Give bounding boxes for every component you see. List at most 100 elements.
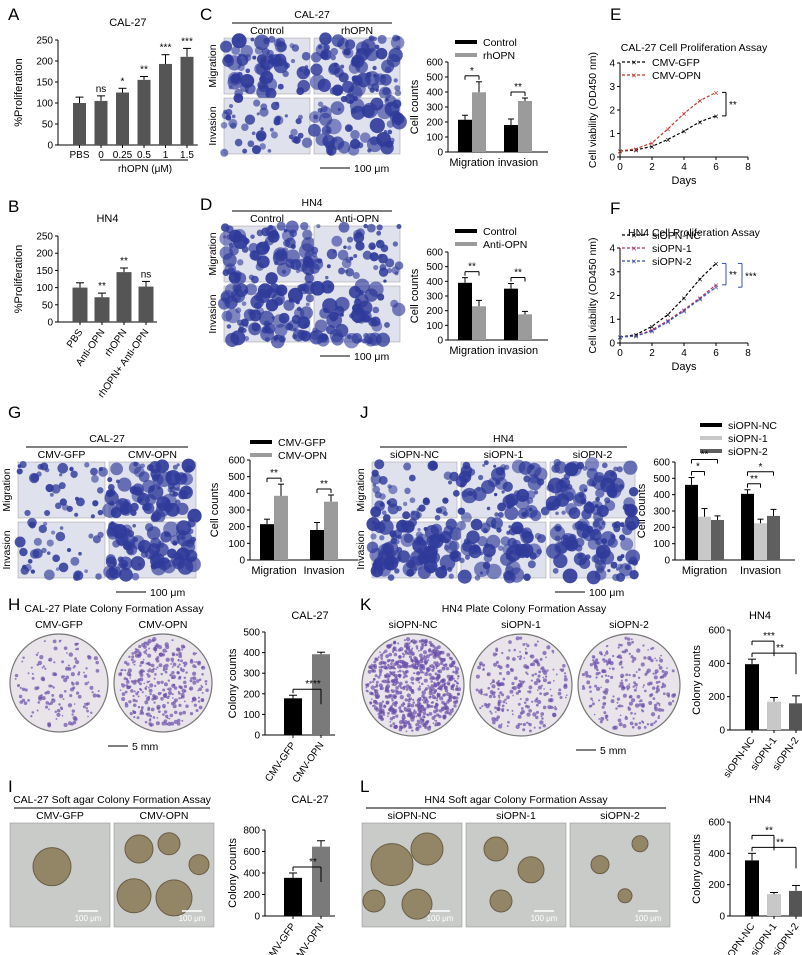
- colony-dot: [365, 686, 368, 689]
- image-title-I: CAL-27 Soft agar Colony Formation Assay: [13, 794, 212, 806]
- colony-dot: [594, 660, 598, 665]
- stained-cell: [536, 548, 542, 555]
- colony-dot: [432, 667, 436, 670]
- colony-dot: [495, 711, 497, 713]
- colony-dot: [543, 670, 548, 675]
- stained-cell: [162, 557, 170, 565]
- colony-dot: [31, 676, 35, 680]
- colony-dot: [432, 691, 436, 695]
- bar-A-2: [116, 92, 129, 145]
- colony-dot: [180, 644, 185, 649]
- colony-dot: [658, 704, 661, 707]
- stained-cell: [234, 138, 243, 147]
- colony-dot: [410, 648, 413, 651]
- data-point-F: ×: [617, 333, 622, 343]
- colony-dot: [142, 658, 145, 661]
- colony-dot: [494, 717, 499, 722]
- colony-dot: [512, 694, 514, 697]
- colony-dot: [124, 660, 128, 665]
- stained-cell: [265, 298, 279, 312]
- colony-dot: [653, 703, 658, 708]
- colony-dot: [400, 686, 403, 690]
- stained-cell: [122, 541, 133, 551]
- colony-dot: [157, 710, 161, 714]
- stained-cell: [290, 59, 296, 64]
- stained-cell: [396, 122, 401, 126]
- y-tick-label-G: 200: [228, 522, 245, 533]
- stained-cell: [181, 458, 196, 473]
- colony-dot: [615, 707, 618, 710]
- stained-cell: [394, 568, 400, 574]
- colony-dot: [402, 724, 407, 729]
- colony-dot: [603, 654, 606, 657]
- stained-cell: [628, 559, 633, 565]
- colony-dot: [595, 676, 598, 679]
- colony-dot: [433, 661, 437, 665]
- stained-cell: [361, 338, 368, 344]
- colony-dot: [637, 668, 641, 671]
- colony-spheroid: [370, 843, 414, 887]
- stained-cell: [151, 511, 162, 522]
- colony-dot: [150, 663, 155, 668]
- colony-dot: [197, 696, 201, 699]
- image-col-label-I: CMV-GFP: [36, 810, 84, 822]
- bar-A-0: [73, 103, 86, 145]
- colony-dot: [391, 699, 394, 702]
- image-col-label-D: Control: [250, 213, 284, 225]
- colony-dot: [386, 644, 392, 649]
- colony-dot: [589, 663, 593, 667]
- colony-dot: [30, 715, 33, 718]
- colony-dot: [488, 694, 493, 699]
- colony-dot: [422, 723, 427, 728]
- colony-dot: [62, 698, 65, 701]
- colony-dot: [631, 725, 635, 729]
- stained-cell: [490, 517, 503, 530]
- y-axis-label-L: Colony counts: [691, 834, 703, 904]
- stained-cell: [320, 105, 328, 113]
- stained-cell: [379, 493, 386, 500]
- colony-dot: [52, 672, 57, 677]
- colony-dot: [621, 650, 625, 654]
- stained-cell: [268, 224, 274, 230]
- stained-cell: [128, 461, 142, 474]
- stained-cell: [624, 503, 638, 518]
- colony-dot: [398, 706, 402, 710]
- bar-H-0: [284, 698, 302, 735]
- colony-dot: [443, 702, 446, 706]
- colony-dot: [452, 665, 455, 668]
- stained-cell: [310, 330, 320, 341]
- colony-dot: [172, 662, 177, 667]
- colony-dot: [144, 686, 147, 690]
- colony-dot: [147, 653, 152, 658]
- stained-cell: [130, 556, 146, 571]
- colony-dot: [143, 682, 146, 685]
- colony-dot: [387, 715, 389, 718]
- stained-cell: [19, 460, 27, 469]
- data-point-F: ×: [713, 283, 718, 293]
- colony-dot: [657, 714, 661, 717]
- stained-cell: [276, 221, 286, 231]
- colony-dot: [548, 698, 552, 703]
- colony-dot: [523, 657, 526, 659]
- colony-dot: [152, 716, 156, 719]
- stained-cell: [69, 466, 74, 472]
- colony-dot: [507, 720, 510, 724]
- colony-dot: [54, 710, 58, 713]
- colony-dot: [36, 709, 39, 712]
- colony-dot: [434, 705, 438, 710]
- colony-dot: [169, 673, 173, 677]
- colony-dot: [77, 694, 82, 699]
- colony-dot: [604, 674, 608, 677]
- colony-dot: [523, 680, 526, 683]
- stained-cell: [130, 502, 139, 512]
- stained-cell: [350, 129, 360, 140]
- colony-dot: [162, 648, 167, 653]
- colony-dot: [643, 726, 647, 729]
- y-tick-label-C: 100: [426, 133, 443, 144]
- colony-dot: [618, 661, 623, 666]
- colony-dot: [171, 639, 174, 642]
- bar-K-1: [767, 701, 781, 730]
- y-tick-label-L: 600: [708, 818, 725, 829]
- colony-dot: [443, 666, 445, 669]
- y-tick-label-D: 600: [426, 248, 443, 259]
